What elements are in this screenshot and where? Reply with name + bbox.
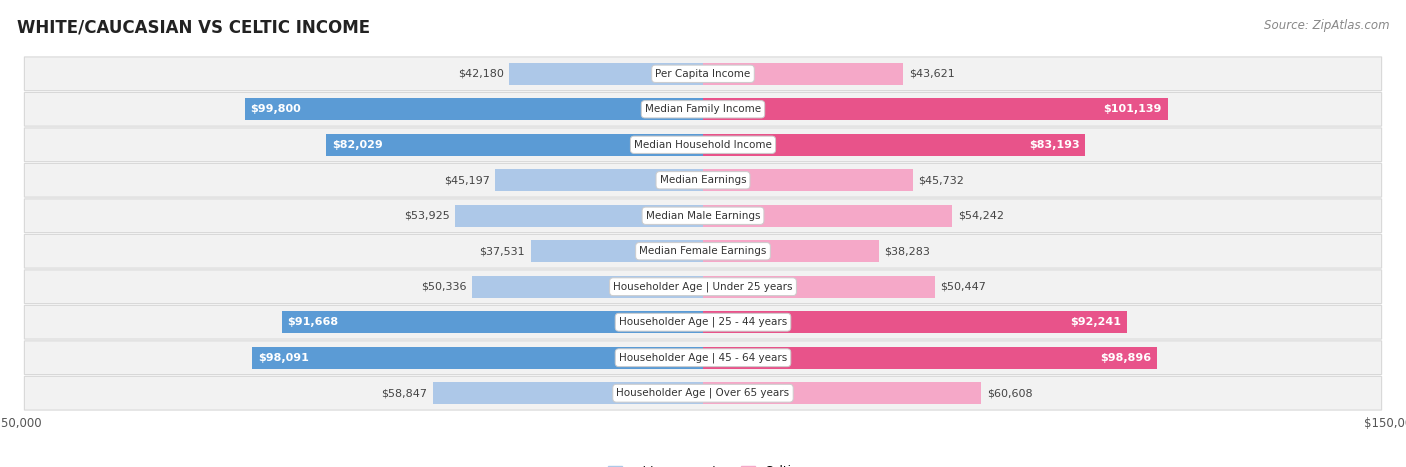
Legend: White/Caucasian, Celtic: White/Caucasian, Celtic xyxy=(603,460,803,467)
Bar xyxy=(703,347,1157,369)
Bar xyxy=(703,382,981,404)
Text: Median Male Earnings: Median Male Earnings xyxy=(645,211,761,221)
Text: $45,197: $45,197 xyxy=(444,175,489,185)
Bar xyxy=(703,63,903,85)
Text: $54,242: $54,242 xyxy=(957,211,1004,221)
Text: Householder Age | Under 25 years: Householder Age | Under 25 years xyxy=(613,282,793,292)
Bar xyxy=(509,63,703,85)
FancyBboxPatch shape xyxy=(24,234,1382,268)
Text: $58,847: $58,847 xyxy=(381,388,427,398)
Bar xyxy=(245,98,703,120)
Text: Householder Age | 25 - 44 years: Householder Age | 25 - 44 years xyxy=(619,317,787,327)
Text: Householder Age | 45 - 64 years: Householder Age | 45 - 64 years xyxy=(619,353,787,363)
FancyBboxPatch shape xyxy=(24,163,1382,197)
Text: Median Earnings: Median Earnings xyxy=(659,175,747,185)
Text: $60,608: $60,608 xyxy=(987,388,1032,398)
Text: $82,029: $82,029 xyxy=(332,140,382,150)
Text: WHITE/CAUCASIAN VS CELTIC INCOME: WHITE/CAUCASIAN VS CELTIC INCOME xyxy=(17,19,370,37)
Bar xyxy=(530,240,703,262)
FancyBboxPatch shape xyxy=(24,128,1382,162)
Bar xyxy=(326,134,703,156)
FancyBboxPatch shape xyxy=(24,341,1382,375)
Bar xyxy=(703,98,1167,120)
Text: $92,241: $92,241 xyxy=(1070,317,1121,327)
Bar xyxy=(433,382,703,404)
FancyBboxPatch shape xyxy=(24,270,1382,304)
Text: $37,531: $37,531 xyxy=(479,246,524,256)
FancyBboxPatch shape xyxy=(24,57,1382,91)
Text: $38,283: $38,283 xyxy=(884,246,931,256)
FancyBboxPatch shape xyxy=(24,305,1382,339)
Text: $53,925: $53,925 xyxy=(404,211,450,221)
Bar xyxy=(703,311,1126,333)
Bar xyxy=(253,347,703,369)
Text: $99,800: $99,800 xyxy=(250,104,301,114)
Text: Median Family Income: Median Family Income xyxy=(645,104,761,114)
Text: Householder Age | Over 65 years: Householder Age | Over 65 years xyxy=(616,388,790,398)
Text: $83,193: $83,193 xyxy=(1029,140,1080,150)
Text: $42,180: $42,180 xyxy=(458,69,503,79)
Bar xyxy=(703,240,879,262)
Text: $43,621: $43,621 xyxy=(908,69,955,79)
Text: Source: ZipAtlas.com: Source: ZipAtlas.com xyxy=(1264,19,1389,32)
Text: Median Household Income: Median Household Income xyxy=(634,140,772,150)
Bar xyxy=(495,169,703,191)
Text: $91,668: $91,668 xyxy=(287,317,339,327)
Text: $98,091: $98,091 xyxy=(257,353,309,363)
Text: $101,139: $101,139 xyxy=(1104,104,1161,114)
Text: $98,896: $98,896 xyxy=(1101,353,1152,363)
Bar xyxy=(456,205,703,227)
Text: $50,336: $50,336 xyxy=(420,282,467,292)
Text: $50,447: $50,447 xyxy=(941,282,986,292)
Text: Per Capita Income: Per Capita Income xyxy=(655,69,751,79)
Bar xyxy=(472,276,703,298)
Bar xyxy=(703,134,1085,156)
Bar xyxy=(703,169,912,191)
FancyBboxPatch shape xyxy=(24,376,1382,410)
Bar xyxy=(703,205,952,227)
Text: $45,732: $45,732 xyxy=(918,175,965,185)
Bar xyxy=(703,276,935,298)
FancyBboxPatch shape xyxy=(24,199,1382,233)
Text: Median Female Earnings: Median Female Earnings xyxy=(640,246,766,256)
FancyBboxPatch shape xyxy=(24,92,1382,126)
Bar xyxy=(283,311,703,333)
